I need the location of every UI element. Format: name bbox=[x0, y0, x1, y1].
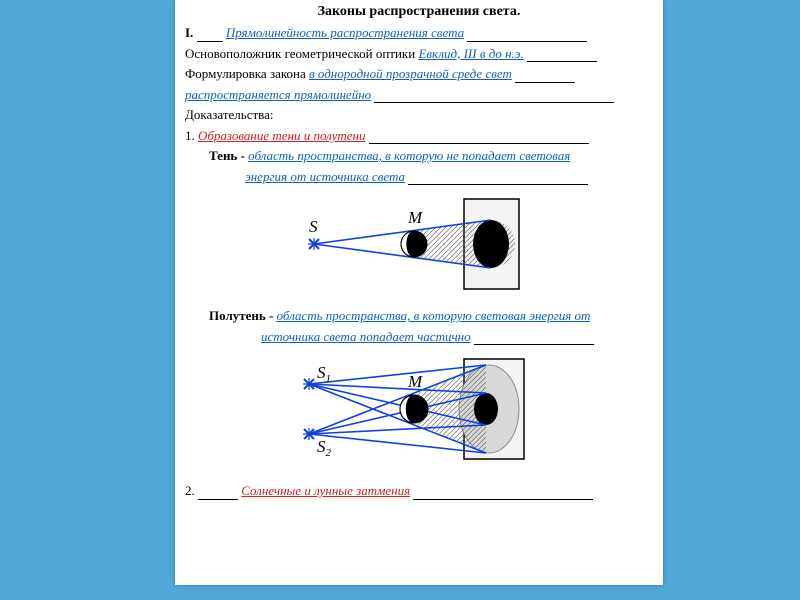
penumbra-def-l2: источника света попадает частично bbox=[261, 329, 471, 344]
svg-text:S1: S1 bbox=[317, 363, 331, 385]
blank bbox=[374, 91, 614, 104]
penumbra-diagram: S1 S2 M bbox=[264, 349, 574, 479]
blank bbox=[515, 70, 575, 83]
blank bbox=[197, 29, 223, 42]
founder-line: Основоположник геометрической оптики Евк… bbox=[185, 45, 653, 63]
law-line-2: распространяется прямолинейно bbox=[185, 86, 653, 104]
shadow-def-l2: энергия от источника света bbox=[245, 169, 405, 184]
page-title: Законы распространения света. bbox=[185, 4, 653, 20]
proofs-label: Доказательства: bbox=[185, 106, 653, 124]
shadow-label: Тень - bbox=[209, 148, 245, 163]
penumbra-def-1: Полутень - область пространства, в котор… bbox=[209, 307, 653, 325]
blank bbox=[198, 487, 238, 500]
blank bbox=[413, 487, 593, 500]
blank bbox=[369, 132, 589, 145]
svg-text:M: M bbox=[407, 372, 423, 391]
law-value-2: распространяется прямолинейно bbox=[185, 87, 371, 102]
proof1-line: 1. Образование тени и полутени bbox=[185, 127, 653, 145]
shadow-diagram: SM bbox=[269, 189, 569, 304]
proof1-text: Образование тени и полутени bbox=[198, 128, 366, 143]
law-label: Формулировка закона bbox=[185, 66, 306, 81]
blank bbox=[474, 333, 594, 346]
penumbra-def-2: источника света попадает частично bbox=[261, 328, 653, 346]
proof1-num: 1. bbox=[185, 128, 195, 143]
law-line-1: Формулировка закона в однородной прозрач… bbox=[185, 65, 653, 83]
svg-text:S: S bbox=[309, 217, 318, 236]
section-heading: Прямолинейность распространения света bbox=[226, 25, 464, 40]
shadow-def-1: Тень - область пространства, в которую н… bbox=[209, 147, 653, 165]
blank bbox=[408, 173, 588, 186]
section-line: I. Прямолинейность распространения света bbox=[185, 24, 653, 42]
svg-text:S2: S2 bbox=[317, 437, 332, 459]
section-number: I. bbox=[185, 25, 193, 40]
proof2-text: Солнечные и лунные затмения bbox=[241, 483, 410, 498]
proof2-line: 2. Солнечные и лунные затмения bbox=[185, 482, 653, 500]
document-page: Законы распространения света. I. Прямоли… bbox=[175, 0, 663, 585]
svg-text:M: M bbox=[407, 208, 423, 227]
blank bbox=[527, 49, 597, 62]
penumbra-def-l1: область пространства, в которую световая… bbox=[277, 308, 591, 323]
law-value-1: в однородной прозрачной среде свет bbox=[309, 66, 512, 81]
proof2-num: 2. bbox=[185, 483, 195, 498]
founder-value: Евклид, III в до н.э. bbox=[418, 46, 523, 61]
shadow-def-l1: область пространства, в которую не попад… bbox=[248, 148, 570, 163]
blank bbox=[467, 29, 587, 42]
shadow-def-2: энергия от источника света bbox=[245, 168, 653, 186]
penumbra-label: Полутень - bbox=[209, 308, 273, 323]
founder-label: Основоположник геометрической оптики bbox=[185, 46, 415, 61]
